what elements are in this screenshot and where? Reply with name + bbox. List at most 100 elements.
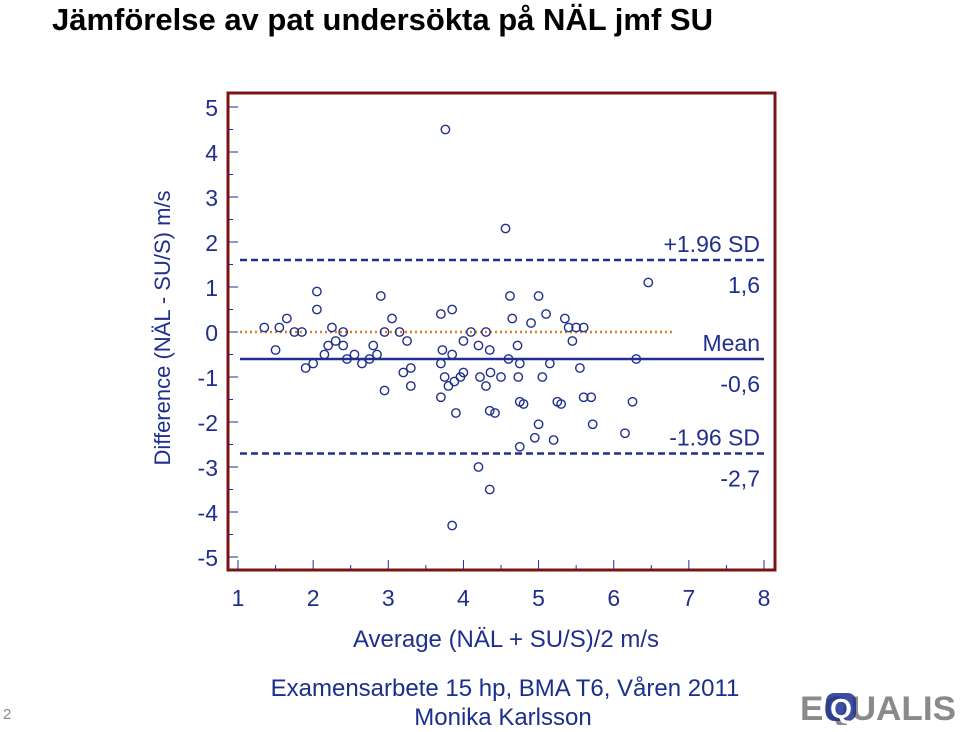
data-point — [327, 322, 337, 333]
data-point — [587, 419, 598, 430]
data-point — [485, 367, 496, 378]
data-point — [458, 336, 469, 346]
data-point — [435, 392, 446, 403]
data-point — [319, 349, 330, 360]
data-point — [556, 399, 567, 409]
data-point — [484, 484, 495, 495]
data-point — [575, 363, 585, 373]
data-point — [311, 304, 322, 315]
data-point — [537, 372, 548, 382]
data-point — [270, 345, 281, 355]
data-point — [563, 322, 574, 333]
data-point — [451, 408, 461, 418]
page-number: 2 — [3, 706, 12, 723]
data-point — [349, 349, 360, 360]
data-point — [364, 354, 375, 364]
data-point — [514, 441, 525, 452]
footer-course-line: Examensarbete 15 hp, BMA T6, Våren 2011 — [270, 675, 740, 702]
data-point — [387, 313, 397, 324]
reference-line-label: -1.96 SD — [669, 425, 760, 451]
data-point — [475, 372, 485, 382]
data-point — [405, 381, 416, 391]
data-point — [289, 327, 300, 337]
y-tick-label: -4 — [198, 500, 219, 526]
data-point — [496, 372, 506, 382]
slide-title: Jämförelse av pat undersökta på NÄL jmf … — [52, 2, 713, 37]
x-tick-label: 4 — [457, 585, 470, 611]
data-point — [503, 354, 514, 364]
data-point — [578, 392, 589, 403]
data-point — [533, 291, 544, 301]
data-point — [311, 286, 322, 297]
y-tick-label: -1 — [198, 365, 218, 391]
data-point — [513, 372, 524, 382]
data-point — [473, 340, 484, 351]
data-point — [578, 322, 589, 333]
data-point — [507, 313, 518, 324]
data-point — [586, 392, 597, 403]
data-point — [447, 520, 458, 531]
reference-line-labels: +1.96 SD 1,6 Mean -0,6 -1.96 SD -2,7 — [663, 231, 760, 492]
data-point — [405, 363, 416, 373]
data-point — [342, 354, 352, 364]
data-point — [357, 358, 367, 369]
x-tick-label: 2 — [307, 585, 320, 611]
reference-line-value: -0,6 — [720, 371, 760, 397]
x-tick-label: 8 — [758, 585, 771, 611]
data-point — [620, 428, 630, 439]
data-point — [375, 291, 386, 301]
data-point — [437, 345, 448, 355]
equalis-logo: EQUALIS Q — [800, 690, 956, 725]
data-point — [402, 336, 412, 346]
data-point — [338, 327, 349, 337]
y-tick-label: 3 — [205, 185, 218, 211]
data-point — [484, 345, 495, 355]
y-tick-label: 5 — [205, 95, 218, 121]
data-point — [533, 419, 544, 430]
data-point — [323, 340, 334, 351]
data-point — [447, 349, 458, 360]
y-tick-label: -3 — [198, 455, 218, 481]
y-tick-label: 4 — [205, 140, 218, 166]
data-point — [544, 358, 555, 369]
data-point — [481, 327, 491, 337]
y-tick-label: 1 — [205, 275, 218, 301]
data-point — [296, 327, 307, 337]
data-point — [379, 385, 390, 396]
data-point — [466, 327, 476, 337]
data-point — [330, 336, 341, 346]
data-point — [447, 304, 458, 315]
y-axis-label: Difference (NÄL - SU/S) m/s — [150, 190, 175, 465]
data-point — [281, 313, 292, 324]
x-tick-label: 3 — [382, 585, 395, 611]
data-point — [439, 372, 450, 382]
data-point — [526, 318, 536, 328]
data-point — [398, 367, 409, 378]
data-point — [500, 223, 511, 234]
data-point — [368, 340, 379, 351]
data-point — [567, 336, 578, 346]
x-tick-label: 1 — [232, 585, 245, 611]
reference-line-value: -2,7 — [720, 466, 760, 492]
data-point — [559, 313, 570, 324]
data-point — [300, 363, 311, 373]
data-point — [308, 358, 319, 369]
data-point — [514, 358, 525, 369]
data-point — [394, 327, 405, 337]
data-point — [473, 462, 484, 472]
data-point — [548, 435, 559, 445]
data-point — [505, 291, 515, 301]
reference-line-value: 1,6 — [728, 272, 760, 298]
y-tick-label: -2 — [198, 410, 218, 436]
data-points — [259, 124, 654, 531]
data-point — [435, 309, 446, 319]
data-point — [571, 322, 582, 333]
reference-line-label: Mean — [702, 330, 760, 356]
reference-lines — [240, 258, 764, 455]
data-point — [529, 432, 540, 443]
data-point — [643, 277, 654, 288]
data-point — [484, 405, 495, 416]
data-point — [443, 381, 454, 391]
footer-author-line: Monika Karlsson — [414, 704, 592, 731]
